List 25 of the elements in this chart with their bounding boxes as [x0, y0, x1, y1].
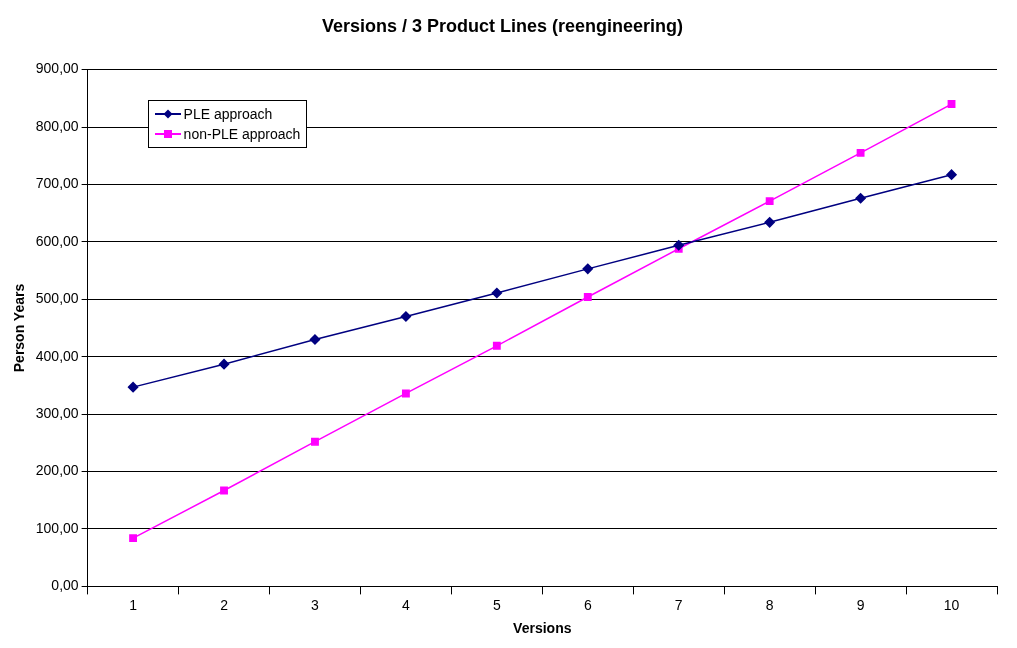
legend-label: PLE approach — [183, 105, 273, 122]
x-tick-label: 5 — [492, 596, 501, 613]
x-tick-label: 7 — [674, 596, 683, 613]
legend-label: non-PLE approach — [183, 125, 301, 142]
y-tick-label: 300,00 — [35, 404, 79, 421]
x-tick-label: 10 — [943, 596, 960, 613]
x-tick-label: 8 — [765, 596, 774, 613]
y-tick-label: 600,00 — [35, 232, 79, 249]
x-tick-label: 9 — [856, 596, 865, 613]
x-tick-label: 2 — [220, 596, 229, 613]
y-tick-label: 0,00 — [51, 577, 79, 594]
y-tick-label: 800,00 — [35, 117, 79, 134]
y-tick-label: 400,00 — [35, 347, 79, 364]
y-tick-label: 900,00 — [35, 60, 79, 77]
x-tick-label: 4 — [402, 596, 410, 613]
x-tick-label: 3 — [311, 596, 320, 613]
chart-title: Versions / 3 Product Lines (reengineering) — [321, 15, 684, 36]
x-tick-label: 6 — [583, 596, 592, 613]
y-axis-title: Person Years — [11, 283, 28, 373]
y-tick-label: 100,00 — [35, 519, 79, 536]
y-tick-label: 700,00 — [35, 175, 79, 192]
x-axis-title: Versions — [513, 620, 572, 637]
x-tick-label: 1 — [129, 596, 138, 613]
y-tick-label: 500,00 — [35, 290, 79, 307]
y-tick-label: 200,00 — [35, 462, 79, 479]
